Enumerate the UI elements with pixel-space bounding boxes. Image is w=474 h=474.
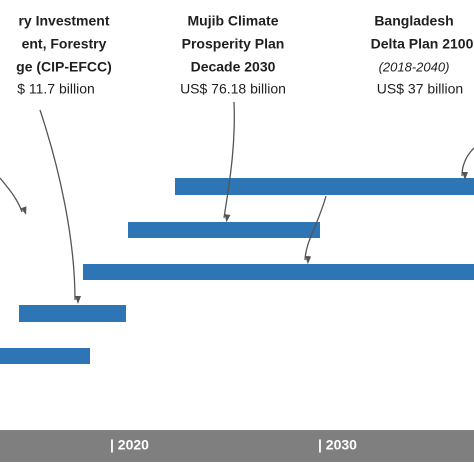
timeline-bar bbox=[19, 305, 126, 322]
timeline-bar bbox=[128, 222, 320, 238]
timeline-bar bbox=[83, 264, 474, 280]
plan-amount: $ 11.7 billion bbox=[17, 81, 95, 97]
axis-band bbox=[0, 430, 474, 462]
plan-period: (2018-2040) bbox=[379, 59, 450, 74]
arrow bbox=[304, 195, 327, 265]
plan-amount: US$ 76.18 billion bbox=[180, 81, 286, 97]
axis-label: | 2030 bbox=[318, 437, 357, 453]
arrow bbox=[223, 101, 235, 223]
arrow bbox=[39, 109, 81, 304]
plan-title: Bangladesh bbox=[374, 13, 453, 29]
plan-title: ge (CIP-EFCC) bbox=[16, 59, 112, 75]
plan-title: ent, Forestry bbox=[22, 36, 107, 52]
plan-title: Decade 2030 bbox=[191, 59, 276, 75]
plan-title: Delta Plan 2100 bbox=[371, 36, 474, 52]
arrow bbox=[461, 147, 474, 181]
plan-amount: US$ 37 billion bbox=[377, 81, 463, 97]
plan-title: ry Investment bbox=[18, 13, 109, 29]
plan-title: Mujib Climate bbox=[187, 13, 278, 29]
arrow bbox=[0, 177, 27, 215]
plan-title: Prosperity Plan bbox=[182, 36, 285, 52]
axis-label: | 2020 bbox=[110, 437, 149, 453]
timeline-bar bbox=[0, 348, 90, 364]
timeline-bar bbox=[175, 178, 474, 195]
